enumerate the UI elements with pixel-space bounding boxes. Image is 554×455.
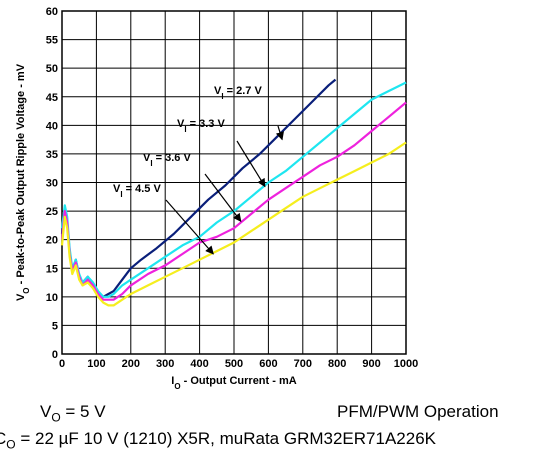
x-tick-label: 500 bbox=[225, 358, 243, 370]
x-tick-label: 100 bbox=[87, 358, 105, 370]
x-tick-label: 800 bbox=[328, 358, 346, 370]
y-tick-label: 30 bbox=[46, 178, 58, 190]
x-tick-label: 200 bbox=[122, 358, 140, 370]
annotation-arrow bbox=[236, 140, 266, 188]
x-tick-label: 400 bbox=[190, 358, 208, 370]
y-tick-label: 15 bbox=[46, 263, 58, 275]
annotation-label: VI = 4.5 V bbox=[113, 183, 161, 199]
annotation-arrow bbox=[204, 173, 242, 223]
x-axis-label: IO - Output Current - mA bbox=[171, 375, 296, 391]
plot-border bbox=[61, 10, 407, 355]
y-tick-label: 25 bbox=[46, 206, 58, 218]
y-tick-label: 60 bbox=[46, 6, 58, 18]
y-tick-label: 35 bbox=[46, 149, 58, 161]
x-tick-label: 0 bbox=[59, 358, 65, 370]
series-line bbox=[60, 141, 407, 307]
x-tick-label: 900 bbox=[362, 358, 380, 370]
series-annotation: VI = 2.7 V bbox=[214, 85, 284, 141]
y-tick-label: 40 bbox=[46, 120, 58, 132]
series-annotation: VI = 4.5 V bbox=[113, 183, 214, 255]
y-tick-label: 50 bbox=[46, 63, 58, 75]
y-tick-label: 10 bbox=[46, 292, 58, 304]
x-tick-label: 1000 bbox=[394, 358, 418, 370]
annotation-label: VI = 3.6 V bbox=[143, 152, 191, 168]
ripple-chart: 0 100 200 300 400 500 600 700 800 900 1000 0 5 10 15 20… bbox=[15, 6, 418, 391]
annotation-arrow bbox=[275, 125, 284, 141]
annotation-label: VI = 2.7 V bbox=[214, 85, 262, 101]
annotation-label: VI = 3.3 V bbox=[177, 118, 225, 134]
series-annotation: VI = 3.3 V bbox=[177, 118, 266, 188]
capacitor-note: CO = 22 µF 10 V (1210) X5R, muRata GRM32… bbox=[0, 429, 436, 452]
y-tick-label: 5 bbox=[52, 320, 58, 332]
vo-condition-note: VO = 5 V bbox=[40, 402, 106, 425]
operation-mode-note: PFM/PWM Operation bbox=[337, 402, 499, 421]
x-tick-label: 700 bbox=[294, 358, 312, 370]
y-tick-label: 20 bbox=[46, 235, 58, 247]
x-tick-label: 600 bbox=[259, 358, 277, 370]
x-tick-label: 300 bbox=[156, 358, 174, 370]
series-group bbox=[60, 78, 407, 307]
series-annotation: VI = 3.6 V bbox=[143, 152, 242, 223]
y-tick-label: 0 bbox=[52, 349, 58, 361]
y-tick-label: 55 bbox=[46, 35, 58, 47]
y-tick-label: 45 bbox=[46, 92, 58, 104]
y-axis-label: VO - Peak-to-Peak Output Ripple Voltage … bbox=[15, 63, 31, 301]
annotation-arrow bbox=[165, 199, 214, 255]
